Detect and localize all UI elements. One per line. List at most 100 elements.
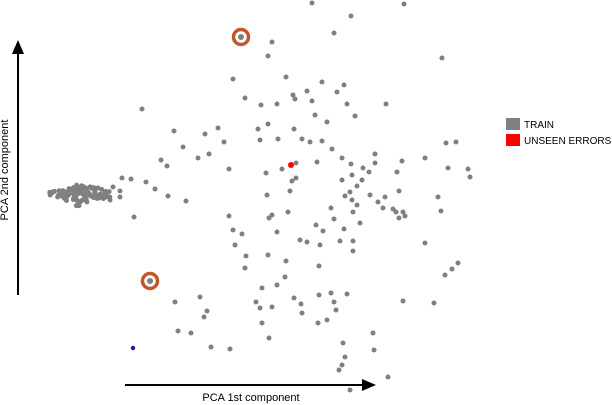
train-point bbox=[92, 190, 98, 196]
train-point bbox=[396, 188, 402, 194]
train-point bbox=[354, 183, 360, 189]
train-point bbox=[83, 196, 89, 202]
train-point bbox=[349, 172, 355, 178]
train-point bbox=[143, 179, 149, 185]
train-point bbox=[293, 160, 299, 166]
highlighted-point bbox=[238, 34, 244, 40]
train-point bbox=[331, 30, 337, 36]
train-point bbox=[382, 194, 388, 200]
y-axis-arrowhead bbox=[12, 40, 24, 54]
train-point bbox=[344, 291, 350, 297]
train-point bbox=[206, 151, 212, 157]
train-point bbox=[99, 193, 105, 199]
train-point bbox=[341, 82, 347, 88]
train-point bbox=[316, 263, 322, 269]
train-point bbox=[188, 330, 194, 336]
train-point bbox=[253, 299, 259, 305]
train-point bbox=[449, 266, 455, 272]
train-point bbox=[80, 191, 86, 197]
train-point bbox=[195, 155, 201, 161]
train-point bbox=[324, 119, 330, 125]
train-point bbox=[93, 185, 99, 191]
train-point bbox=[372, 160, 378, 166]
train-point bbox=[285, 209, 291, 215]
train-point bbox=[107, 197, 113, 203]
train-point bbox=[291, 295, 297, 301]
unseen-error-point bbox=[288, 162, 294, 168]
train-point bbox=[55, 194, 61, 200]
train-point bbox=[299, 136, 305, 142]
train-point bbox=[399, 158, 405, 164]
train-point bbox=[263, 170, 269, 176]
train-point bbox=[348, 161, 354, 167]
train-point bbox=[367, 192, 373, 198]
train-point bbox=[329, 146, 335, 152]
train-point bbox=[71, 185, 77, 191]
train-point bbox=[371, 347, 377, 353]
train-point bbox=[401, 1, 407, 7]
train-point bbox=[400, 298, 406, 304]
train-point bbox=[328, 290, 334, 296]
train-point bbox=[453, 139, 459, 145]
train-point bbox=[227, 346, 233, 352]
train-point bbox=[304, 88, 310, 94]
train-point bbox=[422, 240, 428, 246]
train-point bbox=[317, 242, 323, 248]
train-point bbox=[87, 184, 93, 190]
train-point bbox=[350, 248, 356, 254]
train-point bbox=[70, 196, 76, 202]
train-point bbox=[320, 228, 326, 234]
train-point bbox=[467, 174, 473, 180]
train-point bbox=[290, 92, 296, 98]
train-point bbox=[309, 0, 315, 6]
train-point bbox=[242, 265, 248, 271]
train-point bbox=[314, 159, 320, 165]
train-point bbox=[299, 310, 305, 316]
legend-swatch-unseen-errors bbox=[506, 134, 520, 146]
train-point bbox=[352, 113, 358, 119]
train-point bbox=[226, 166, 232, 172]
train-point bbox=[348, 13, 354, 19]
train-point bbox=[204, 308, 210, 314]
train-point bbox=[347, 387, 353, 393]
train-point bbox=[297, 237, 303, 243]
train-point bbox=[342, 193, 348, 199]
train-point bbox=[304, 239, 310, 245]
train-point bbox=[340, 340, 346, 346]
train-point bbox=[465, 166, 471, 172]
train-point bbox=[175, 328, 181, 334]
train-point bbox=[336, 367, 342, 373]
train-point bbox=[117, 188, 123, 194]
train-point bbox=[347, 189, 353, 195]
train-point bbox=[312, 112, 318, 118]
train-point bbox=[298, 301, 304, 307]
train-point bbox=[221, 139, 227, 145]
train-point bbox=[164, 163, 170, 169]
train-point bbox=[359, 177, 365, 183]
train-point bbox=[180, 144, 186, 150]
train-point bbox=[275, 136, 281, 142]
train-point bbox=[172, 299, 178, 305]
train-point bbox=[289, 178, 295, 184]
train-point bbox=[342, 354, 348, 360]
train-point bbox=[257, 137, 263, 143]
train-point bbox=[431, 300, 437, 306]
legend-label-train: TRAIN bbox=[524, 120, 554, 131]
train-point bbox=[282, 274, 288, 280]
train-point bbox=[171, 128, 177, 134]
train-point bbox=[255, 126, 261, 132]
train-point bbox=[350, 209, 356, 215]
train-point bbox=[60, 188, 66, 194]
train-point bbox=[283, 258, 289, 264]
train-point bbox=[396, 215, 402, 221]
train-point bbox=[103, 194, 109, 200]
train-point bbox=[445, 165, 451, 171]
train-point bbox=[56, 188, 62, 194]
train-point bbox=[357, 220, 363, 226]
train-point bbox=[400, 209, 406, 215]
train-point bbox=[165, 193, 171, 199]
train-point bbox=[315, 320, 321, 326]
train-point bbox=[334, 89, 340, 95]
train-point bbox=[269, 39, 275, 45]
train-point bbox=[215, 125, 221, 131]
